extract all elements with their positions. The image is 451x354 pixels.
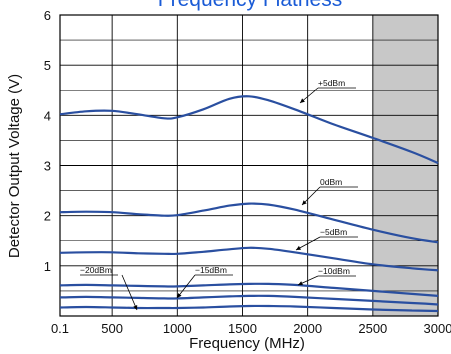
chart-title: Frequency Flatness [158,0,342,11]
curve-label-arrowhead [177,293,182,298]
x-tick-label: 1500 [228,321,257,336]
curve-label: −15dBm [195,265,227,275]
curve-label-leader [176,274,196,299]
x-axis-label: Frequency (MHz) [189,335,305,352]
x-tick-label: 2000 [293,321,322,336]
x-tick-label: 3000 [424,321,451,336]
y-axis-label: Detector Output Voltage (V) [6,74,23,258]
series-line [59,202,439,244]
series-line [59,294,439,306]
series-line [59,95,439,165]
series-curves [59,95,439,313]
curve-label-arrowhead [302,200,307,205]
curve-labels: +5dBm 0dBm −5dBm −10dBm −15dBm −20dBm [80,78,358,311]
grid-lines [59,14,439,317]
curve-label-arrowhead [298,281,303,286]
curve-label-leader [121,274,138,311]
curve-label: 0dBm [320,177,342,187]
x-tick-label: 500 [101,321,123,336]
curve-label: +5dBm [318,78,345,88]
y-tick-label: 6 [44,8,51,23]
y-tick-labels: 1 2 3 4 5 6 [44,8,51,274]
y-tick-label: 2 [44,209,51,224]
series-line [59,282,439,297]
y-tick-label: 4 [44,108,51,123]
x-tick-label: 1000 [163,321,192,336]
curve-label-leader [295,236,321,251]
curve-label-arrowhead [300,98,305,103]
x-tick-labels: 0.1 500 1000 1500 2000 2500 3000 [51,321,451,336]
curve-label: −5dBm [320,227,347,237]
x-tick-label: 2500 [358,321,387,336]
curve-label-arrowhead [133,305,138,310]
series-line [59,304,439,313]
curve-label: −10dBm [318,266,350,276]
curve-label: −20dBm [80,265,112,275]
y-tick-label: 5 [44,58,51,73]
series-line [59,246,439,272]
y-tick-label: 3 [44,159,51,174]
y-tick-label: 1 [44,259,51,274]
x-tick-label: 0.1 [51,321,69,336]
plot-frame [59,14,439,317]
curve-label-arrowhead [296,245,301,250]
